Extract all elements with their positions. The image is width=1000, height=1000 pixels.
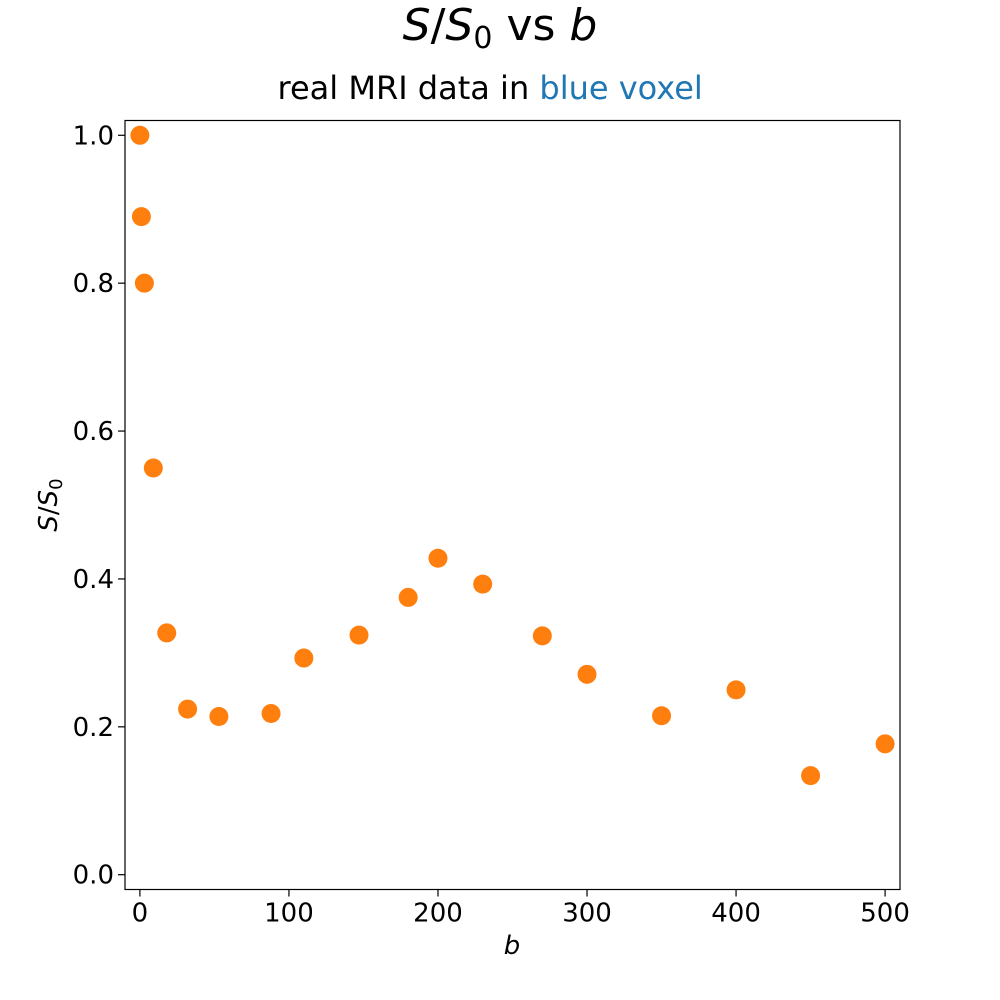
data-point	[398, 587, 418, 607]
x-tick-label: 300	[562, 899, 612, 929]
chart-title: S/S0 vs b	[403, 0, 598, 56]
data-point	[428, 548, 448, 568]
x-tick-label: 200	[413, 899, 463, 929]
x-tick-label: 400	[711, 899, 761, 929]
title-mid: vs	[492, 0, 569, 51]
data-point	[652, 706, 672, 726]
y-tick-label: 1.0	[73, 121, 114, 151]
x-tick-label: 0	[132, 899, 149, 929]
y-tick-label: 0.8	[73, 269, 114, 299]
title-base: S	[445, 0, 473, 51]
data-point	[209, 706, 229, 726]
data-point	[473, 574, 493, 594]
data-point	[294, 648, 314, 668]
x-axis-label: b	[504, 931, 521, 961]
title-slash: /	[431, 0, 446, 51]
subtitle-highlight: blue voxel	[539, 69, 702, 107]
x-tick-label: 100	[264, 899, 314, 929]
y-tick-label: 0.2	[73, 713, 114, 743]
data-points	[130, 125, 895, 786]
data-point	[532, 626, 552, 646]
data-point	[726, 680, 746, 700]
subtitle-text: real MRI data in	[278, 69, 540, 107]
y-tick-label: 0.6	[73, 417, 114, 447]
data-point	[134, 273, 154, 293]
chart-subtitle: real MRI data in blue voxel	[227, 69, 734, 107]
ylabel-var: S	[34, 515, 64, 532]
data-point	[875, 734, 895, 754]
plot-area	[124, 119, 901, 891]
data-point	[349, 625, 369, 645]
data-point	[801, 766, 821, 786]
data-point	[178, 699, 198, 719]
data-point	[157, 623, 177, 643]
data-point	[261, 704, 281, 724]
ylabel-slash: /	[34, 506, 64, 515]
title-subscript: 0	[473, 21, 492, 56]
title-var: S	[403, 0, 431, 51]
y-tick-label: 0.0	[73, 861, 114, 891]
data-point	[577, 664, 597, 684]
data-point	[143, 458, 163, 478]
x-axis: 0 100 200 300 400 500	[132, 889, 910, 929]
y-tick-label: 0.4	[73, 565, 114, 595]
y-axis-label: S/S0	[34, 478, 67, 531]
x-tick-label: 500	[860, 899, 910, 929]
y-axis: 0.0 0.2 0.4 0.6 0.8 1.0	[73, 121, 125, 891]
title-xvar: b	[569, 0, 597, 51]
ylabel-base: S	[34, 490, 64, 507]
ylabel-subscript: 0	[46, 478, 67, 489]
data-point	[131, 207, 151, 227]
data-point	[130, 125, 150, 145]
